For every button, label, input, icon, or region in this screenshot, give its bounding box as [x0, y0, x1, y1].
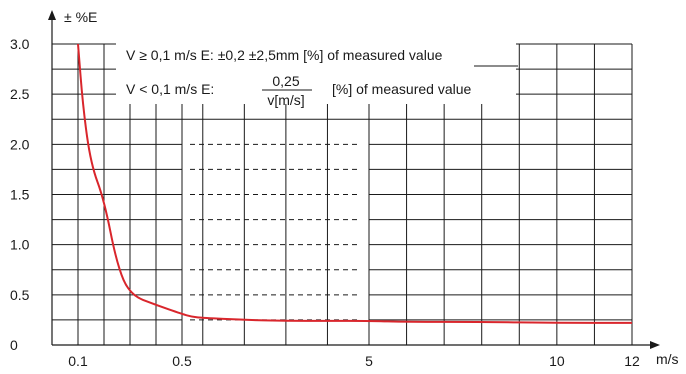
annotation-line-1: V ≥ 0,1 m/s E: ±0,2 ±2,5mm [%] of measur… — [126, 47, 443, 63]
y-axis-arrow — [48, 10, 56, 20]
x-tick-label: 5 — [365, 353, 373, 369]
x-axis-arrow — [650, 341, 660, 349]
y-tick-label: 3.0 — [10, 36, 30, 52]
y-tick-label: 1.5 — [10, 187, 30, 203]
tick-labels: 0 0.5 1.0 1.5 2.0 2.5 3.0 0.1 0.5 5 10 12 — [10, 36, 640, 369]
annotation-fraction-numerator: 0,25 — [272, 73, 299, 89]
annotation-line-2-prefix: V < 0,1 m/s E: — [126, 81, 214, 97]
x-tick-label: 10 — [549, 353, 565, 369]
annotation-background — [116, 42, 516, 104]
y-tick-label: 0 — [10, 337, 18, 353]
y-axis-label: ± %E — [64, 9, 97, 25]
x-tick-label: 0.5 — [172, 353, 192, 369]
x-tick-label: 12 — [624, 353, 640, 369]
x-tick-label: 0.1 — [68, 353, 88, 369]
y-tick-label: 1.0 — [10, 237, 30, 253]
y-tick-label: 0.5 — [10, 287, 30, 303]
axes — [48, 10, 660, 349]
error-curve — [77, 43, 632, 324]
y-tick-label: 2.0 — [10, 136, 30, 152]
error-curve-line — [77, 43, 632, 324]
annotation-line-2-suffix: [%] of measured value — [332, 81, 472, 97]
x-axis-label: m/s — [656, 351, 679, 367]
annotation-fraction-denominator: v[m/s] — [267, 92, 304, 108]
y-tick-label: 2.5 — [10, 86, 30, 102]
